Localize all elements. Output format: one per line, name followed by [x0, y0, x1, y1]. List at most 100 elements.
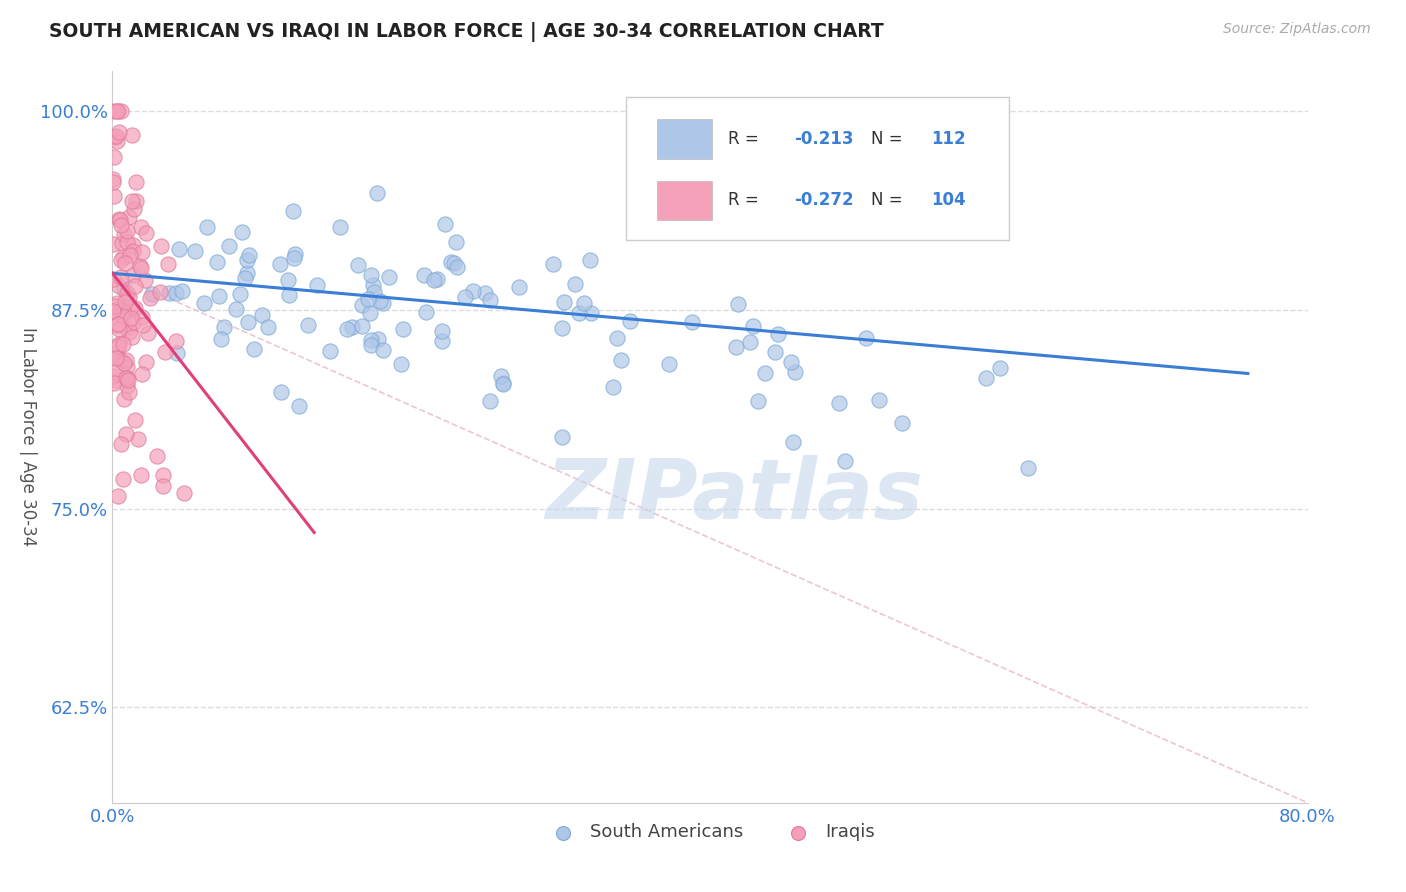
Point — [373, 343, 395, 357]
Point — [104, 305, 127, 319]
Point — [602, 380, 624, 394]
Point — [127, 433, 149, 447]
Text: Source: ZipAtlas.com: Source: ZipAtlas.com — [1223, 22, 1371, 37]
Text: -0.213: -0.213 — [794, 130, 853, 148]
Point — [122, 315, 145, 329]
Point — [115, 426, 138, 441]
Point — [579, 252, 602, 267]
Point — [101, 172, 124, 186]
Point — [105, 104, 128, 119]
Point — [105, 318, 128, 332]
Point — [112, 250, 135, 264]
Point — [129, 467, 152, 482]
Point — [350, 318, 373, 333]
Point — [432, 334, 454, 348]
Point — [115, 321, 138, 335]
Point — [124, 413, 146, 427]
Point — [131, 368, 153, 382]
Point — [432, 324, 454, 338]
Point — [157, 285, 180, 300]
Point — [115, 370, 138, 384]
Point — [112, 336, 135, 351]
Point — [553, 295, 575, 310]
Point — [107, 489, 129, 503]
Point — [118, 385, 141, 400]
Point — [195, 219, 218, 234]
Point — [149, 285, 172, 300]
Point — [360, 268, 382, 283]
Point — [508, 280, 530, 294]
Point — [412, 268, 434, 283]
Text: ZIPatlas: ZIPatlas — [546, 455, 922, 536]
Point — [212, 320, 235, 334]
Point — [606, 331, 628, 345]
Point — [564, 277, 586, 291]
Point — [105, 295, 128, 310]
FancyBboxPatch shape — [658, 180, 713, 220]
Point — [114, 256, 136, 270]
Point — [110, 104, 132, 119]
Point — [110, 436, 132, 450]
Point — [115, 224, 138, 238]
Point — [184, 244, 207, 258]
Point — [114, 294, 136, 309]
Point — [425, 271, 447, 285]
Point — [610, 353, 633, 368]
Point — [107, 336, 129, 351]
Point — [392, 322, 415, 336]
Point — [103, 104, 125, 119]
Point — [173, 486, 195, 500]
Point — [110, 218, 132, 232]
Text: 104: 104 — [931, 191, 966, 210]
Point — [890, 417, 912, 431]
Point — [111, 471, 134, 485]
Point — [115, 235, 138, 249]
Point — [479, 293, 502, 308]
Point — [742, 318, 765, 333]
Point — [359, 306, 381, 320]
Point — [225, 302, 247, 317]
Text: N =: N = — [872, 130, 908, 148]
Point — [134, 273, 156, 287]
Point — [474, 286, 496, 301]
Point — [783, 366, 806, 380]
Point — [118, 302, 141, 317]
Point — [121, 238, 143, 252]
Text: SOUTH AMERICAN VS IRAQI IN LABOR FORCE | AGE 30-34 CORRELATION CHART: SOUTH AMERICAN VS IRAQI IN LABOR FORCE |… — [49, 22, 884, 42]
Point — [551, 320, 574, 334]
Point — [121, 128, 143, 142]
Point — [118, 290, 141, 304]
Point — [389, 358, 412, 372]
Point — [120, 248, 142, 262]
Point — [551, 430, 574, 444]
Point — [828, 396, 851, 410]
Point — [115, 379, 138, 393]
Point — [368, 294, 391, 309]
Point — [489, 369, 512, 384]
Point — [492, 376, 515, 391]
Point — [117, 374, 139, 388]
Point — [111, 303, 134, 318]
Point — [423, 273, 446, 287]
Point — [107, 318, 129, 332]
Point — [329, 220, 352, 235]
Point — [357, 292, 380, 306]
Legend: South Americans, Iraqis: South Americans, Iraqis — [538, 816, 882, 848]
Point — [277, 273, 299, 287]
Point — [233, 271, 256, 285]
Point — [108, 279, 131, 293]
Point — [231, 226, 253, 240]
Point — [172, 284, 194, 298]
Text: 112: 112 — [931, 130, 966, 148]
Point — [283, 251, 305, 265]
Point — [122, 202, 145, 216]
Point — [347, 259, 370, 273]
Point — [107, 125, 129, 139]
Point — [101, 175, 124, 189]
Point — [112, 227, 135, 241]
Point — [128, 259, 150, 273]
Point — [336, 322, 359, 336]
Point — [104, 351, 127, 366]
Point — [446, 235, 468, 249]
FancyBboxPatch shape — [627, 97, 1010, 240]
